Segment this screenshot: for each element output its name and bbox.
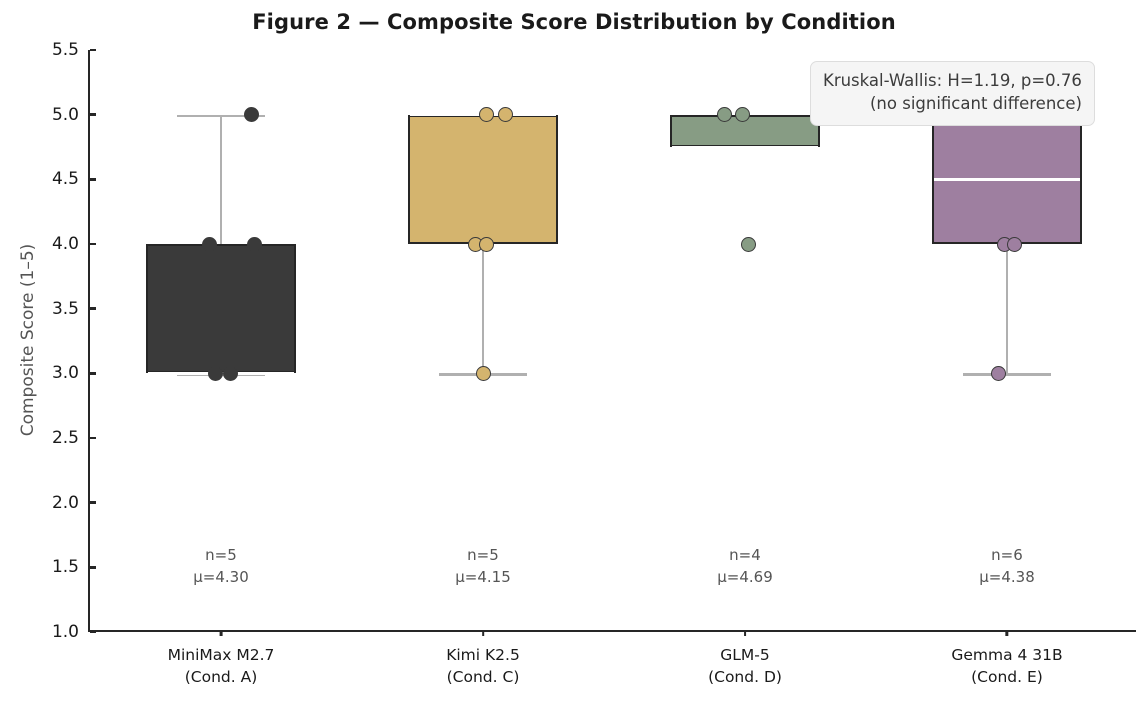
category-name: MiniMax M2.7 — [167, 646, 275, 664]
whisker-lower — [481, 244, 485, 374]
y-axis-tick-label: 4.5 — [51, 169, 79, 190]
x-axis-tick-label: MiniMax M2.7 (Cond. A) — [168, 644, 275, 689]
y-axis-tick-label: 5.0 — [51, 104, 79, 125]
y-axis-tick: 3.0 — [51, 363, 96, 384]
whisker-cap-lower — [963, 373, 1051, 376]
y-axis-tick-mark — [90, 566, 96, 569]
data-point — [498, 107, 513, 123]
y-axis-tick-mark — [90, 113, 96, 116]
annotation-line-2: (no significant difference) — [869, 93, 1082, 113]
y-axis-tick-label: 2.0 — [51, 492, 79, 513]
boxplot-group: n=5 μ=4.30 — [90, 50, 352, 630]
y-axis-tick: 1.5 — [51, 557, 96, 578]
box-rect — [146, 244, 296, 374]
sample-size-label: n=5 — [467, 545, 499, 564]
sample-stats-label: n=5 μ=4.30 — [193, 544, 249, 589]
whisker-lower — [1005, 244, 1009, 374]
y-axis-tick-mark — [90, 436, 96, 440]
y-axis-tick: 4.0 — [51, 234, 96, 254]
sample-stats-label: n=4 μ=4.69 — [717, 544, 773, 589]
y-axis-tick: 3.5 — [51, 298, 96, 319]
y-axis-tick-mark — [90, 307, 96, 310]
data-point — [478, 107, 494, 123]
category-condition: (Cond. E) — [971, 668, 1043, 687]
data-point — [740, 236, 756, 252]
boxplot-group: n=5 μ=4.15 — [352, 50, 614, 630]
boxplot-group: n=4 μ=4.69 — [614, 50, 876, 630]
y-axis-tick-label: 1.0 — [51, 622, 79, 642]
x-axis-tick: Kimi K2.5 (Cond. C) — [446, 630, 520, 689]
sample-size-label: n=6 — [991, 545, 1023, 564]
mean-label: μ=4.15 — [455, 568, 511, 587]
x-axis-tick: MiniMax M2.7 (Cond. A) — [168, 630, 275, 689]
plot-inner: 1.0 1.5 2.0 2.5 3.0 3.5 4.0 4.5 5.0 5.5 n=5 μ=4.30 M… — [52, 40, 1138, 686]
y-axis-tick-mark — [90, 242, 96, 246]
y-axis-tick-mark — [90, 372, 96, 375]
plot-area: Composite Score (1–5) 1.0 1.5 2.0 2.5 3.0 3.5… — [18, 40, 1138, 686]
x-axis-tick-mark — [481, 630, 485, 636]
x-axis-tick: GLM-5 (Cond. D) — [708, 630, 782, 689]
data-point — [1007, 236, 1022, 252]
data-point — [990, 365, 1006, 381]
category-condition: (Cond. A) — [184, 668, 258, 687]
mean-label: μ=4.30 — [193, 568, 249, 587]
y-axis-tick-mark — [90, 178, 96, 181]
annotation-line-1: Kruskal-Wallis: H=1.19, p=0.76 — [823, 71, 1082, 90]
data-point — [716, 107, 732, 123]
median-line — [672, 145, 818, 149]
category-condition: (Cond. C) — [446, 668, 520, 687]
data-point — [201, 236, 217, 252]
category-name: Gemma 4 31B — [951, 646, 1063, 664]
y-axis-label: Composite Score (1–5) — [18, 243, 38, 437]
figure-title: Figure 2 — Composite Score Distribution … — [252, 10, 896, 34]
x-axis-tick-label: GLM-5 (Cond. D) — [708, 644, 782, 689]
sample-stats-label: n=6 μ=4.38 — [979, 544, 1035, 589]
median-line — [934, 177, 1080, 181]
category-condition: (Cond. D) — [708, 668, 782, 687]
y-axis-tick-mark — [90, 48, 96, 52]
x-axis-tick-label: Gemma 4 31B (Cond. E) — [951, 644, 1062, 689]
whisker-upper — [219, 114, 223, 244]
x-axis-tick-label: Kimi K2.5 (Cond. C) — [446, 644, 520, 689]
x-axis-tick: Gemma 4 31B (Cond. E) — [951, 630, 1063, 689]
y-axis-tick-label: 3.5 — [51, 298, 79, 319]
sample-size-label: n=5 — [205, 545, 237, 564]
box-rect — [408, 114, 558, 244]
y-axis-tick: 2.5 — [51, 428, 96, 448]
data-point — [734, 107, 750, 123]
boxplot-group: n=6 μ=4.38 — [876, 50, 1138, 630]
data-point — [478, 236, 494, 252]
y-axis-tick-mark — [90, 501, 96, 504]
data-point — [246, 236, 262, 252]
mean-label: μ=4.38 — [979, 568, 1035, 587]
category-name: Kimi K2.5 — [446, 646, 520, 664]
whisker-cap-upper — [177, 114, 265, 118]
y-axis-tick: 4.5 — [51, 169, 96, 190]
y-axis-tick-label: 1.5 — [51, 557, 79, 578]
y-axis-tick: 5.5 — [51, 40, 96, 60]
y-axis-tick: 5.0 — [51, 104, 96, 125]
data-point — [475, 365, 491, 381]
y-axis-tick-label: 3.0 — [51, 363, 79, 384]
y-axis-tick: 1.0 — [51, 622, 96, 642]
y-axis-tick-label: 5.5 — [51, 40, 79, 60]
y-axis-tick: 2.0 — [51, 492, 96, 513]
y-axis-tick-label: 4.0 — [51, 234, 79, 254]
statistics-annotation: Kruskal-Wallis: H=1.19, p=0.76 (no signi… — [810, 61, 1095, 126]
y-axis-tick-label: 2.5 — [51, 428, 79, 448]
data-point — [207, 365, 223, 381]
sample-size-label: n=4 — [729, 545, 761, 564]
data-point — [222, 365, 238, 381]
category-name: GLM-5 — [720, 646, 770, 664]
data-point — [243, 107, 259, 123]
x-axis-tick-mark — [743, 630, 747, 636]
x-axis-tick-mark — [1005, 630, 1009, 636]
x-axis-tick-mark — [219, 630, 223, 636]
y-axis-tick-mark — [90, 630, 96, 634]
sample-stats-label: n=5 μ=4.15 — [455, 544, 511, 589]
mean-label: μ=4.69 — [717, 568, 773, 587]
